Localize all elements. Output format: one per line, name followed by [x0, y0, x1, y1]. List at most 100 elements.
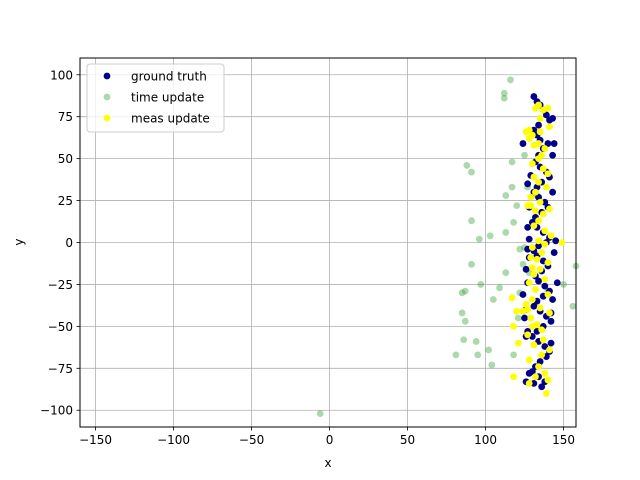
data-point [533, 255, 541, 263]
data-point [524, 202, 532, 210]
data-point [546, 309, 553, 317]
data-point [538, 326, 546, 334]
data-point [535, 178, 542, 186]
data-point [502, 192, 510, 199]
data-point [549, 296, 557, 303]
data-point [525, 356, 533, 364]
data-point [527, 314, 535, 322]
data-point [528, 244, 536, 251]
y-tick-label: 25 [58, 194, 73, 208]
legend-label: time update [131, 91, 204, 105]
data-point [560, 281, 567, 288]
data-point [521, 314, 528, 322]
data-point [468, 168, 475, 176]
data-point [546, 123, 553, 131]
data-point [558, 239, 566, 246]
data-point [539, 165, 547, 173]
data-point [569, 302, 577, 310]
data-point [496, 284, 503, 292]
legend-marker [103, 114, 111, 122]
data-point [489, 296, 497, 303]
data-point [549, 114, 557, 122]
data-point [458, 309, 466, 317]
data-point [547, 317, 555, 325]
data-point [552, 237, 560, 245]
data-point [532, 104, 539, 112]
data-point [535, 363, 542, 371]
data-point [508, 183, 516, 191]
y-tick-label: −25 [48, 278, 73, 292]
data-point [525, 126, 533, 134]
data-point [553, 279, 561, 287]
plot-points [316, 76, 580, 417]
data-point [535, 121, 542, 129]
data-point [530, 222, 538, 230]
data-point [461, 317, 469, 325]
data-point [542, 111, 550, 119]
x-tick-label: 150 [552, 433, 575, 447]
data-point [528, 264, 536, 272]
y-tick-label: 75 [58, 110, 73, 124]
data-point [538, 249, 546, 256]
data-point [541, 369, 549, 377]
data-point [502, 269, 510, 277]
data-point [541, 145, 549, 152]
data-point [549, 151, 557, 159]
data-point [474, 351, 482, 359]
legend: ground truth time update meas update [86, 63, 225, 133]
data-point [530, 270, 538, 278]
data-point [530, 341, 538, 349]
data-point [510, 373, 518, 381]
data-point [530, 302, 538, 310]
data-point [536, 198, 544, 206]
data-point [530, 141, 538, 149]
data-point [532, 286, 539, 293]
data-point [468, 217, 475, 225]
data-point [500, 94, 508, 102]
data-point [525, 279, 533, 287]
data-point [532, 373, 539, 381]
data-point [536, 128, 544, 136]
data-point [502, 229, 510, 236]
data-point [536, 265, 544, 273]
x-tick-label: 0 [326, 433, 334, 447]
data-point [485, 346, 493, 354]
data-point [510, 351, 518, 359]
data-point [544, 376, 552, 384]
y-tick-label: −75 [48, 362, 73, 376]
data-point [542, 390, 550, 397]
legend-label: ground truth [131, 70, 207, 84]
data-point [510, 218, 518, 226]
data-point [524, 224, 532, 231]
data-point [500, 89, 508, 97]
data-point [535, 155, 542, 163]
x-tick-label: 100 [474, 433, 497, 447]
x-tick-label: 50 [400, 433, 415, 447]
data-point [475, 235, 483, 243]
x-tick-label: −100 [157, 433, 190, 447]
data-point [528, 160, 536, 168]
data-point [549, 188, 557, 196]
data-point [513, 307, 521, 315]
data-point [524, 331, 532, 339]
y-tick-label: 100 [50, 68, 73, 82]
data-point [508, 294, 516, 302]
data-point [463, 161, 471, 169]
data-point [544, 170, 552, 178]
data-point [460, 336, 468, 344]
data-point [513, 202, 521, 210]
data-point [510, 322, 518, 330]
data-point [488, 361, 496, 369]
data-point [452, 351, 460, 359]
data-point [538, 383, 546, 391]
grid-lines [80, 58, 576, 427]
data-point [541, 343, 549, 350]
data-point [535, 217, 542, 225]
data-point [468, 260, 475, 268]
data-point [461, 287, 469, 295]
data-point [532, 207, 539, 215]
data-point [550, 140, 558, 147]
data-point [507, 76, 514, 84]
data-point [544, 104, 552, 112]
y-tick-label: 0 [65, 236, 73, 250]
